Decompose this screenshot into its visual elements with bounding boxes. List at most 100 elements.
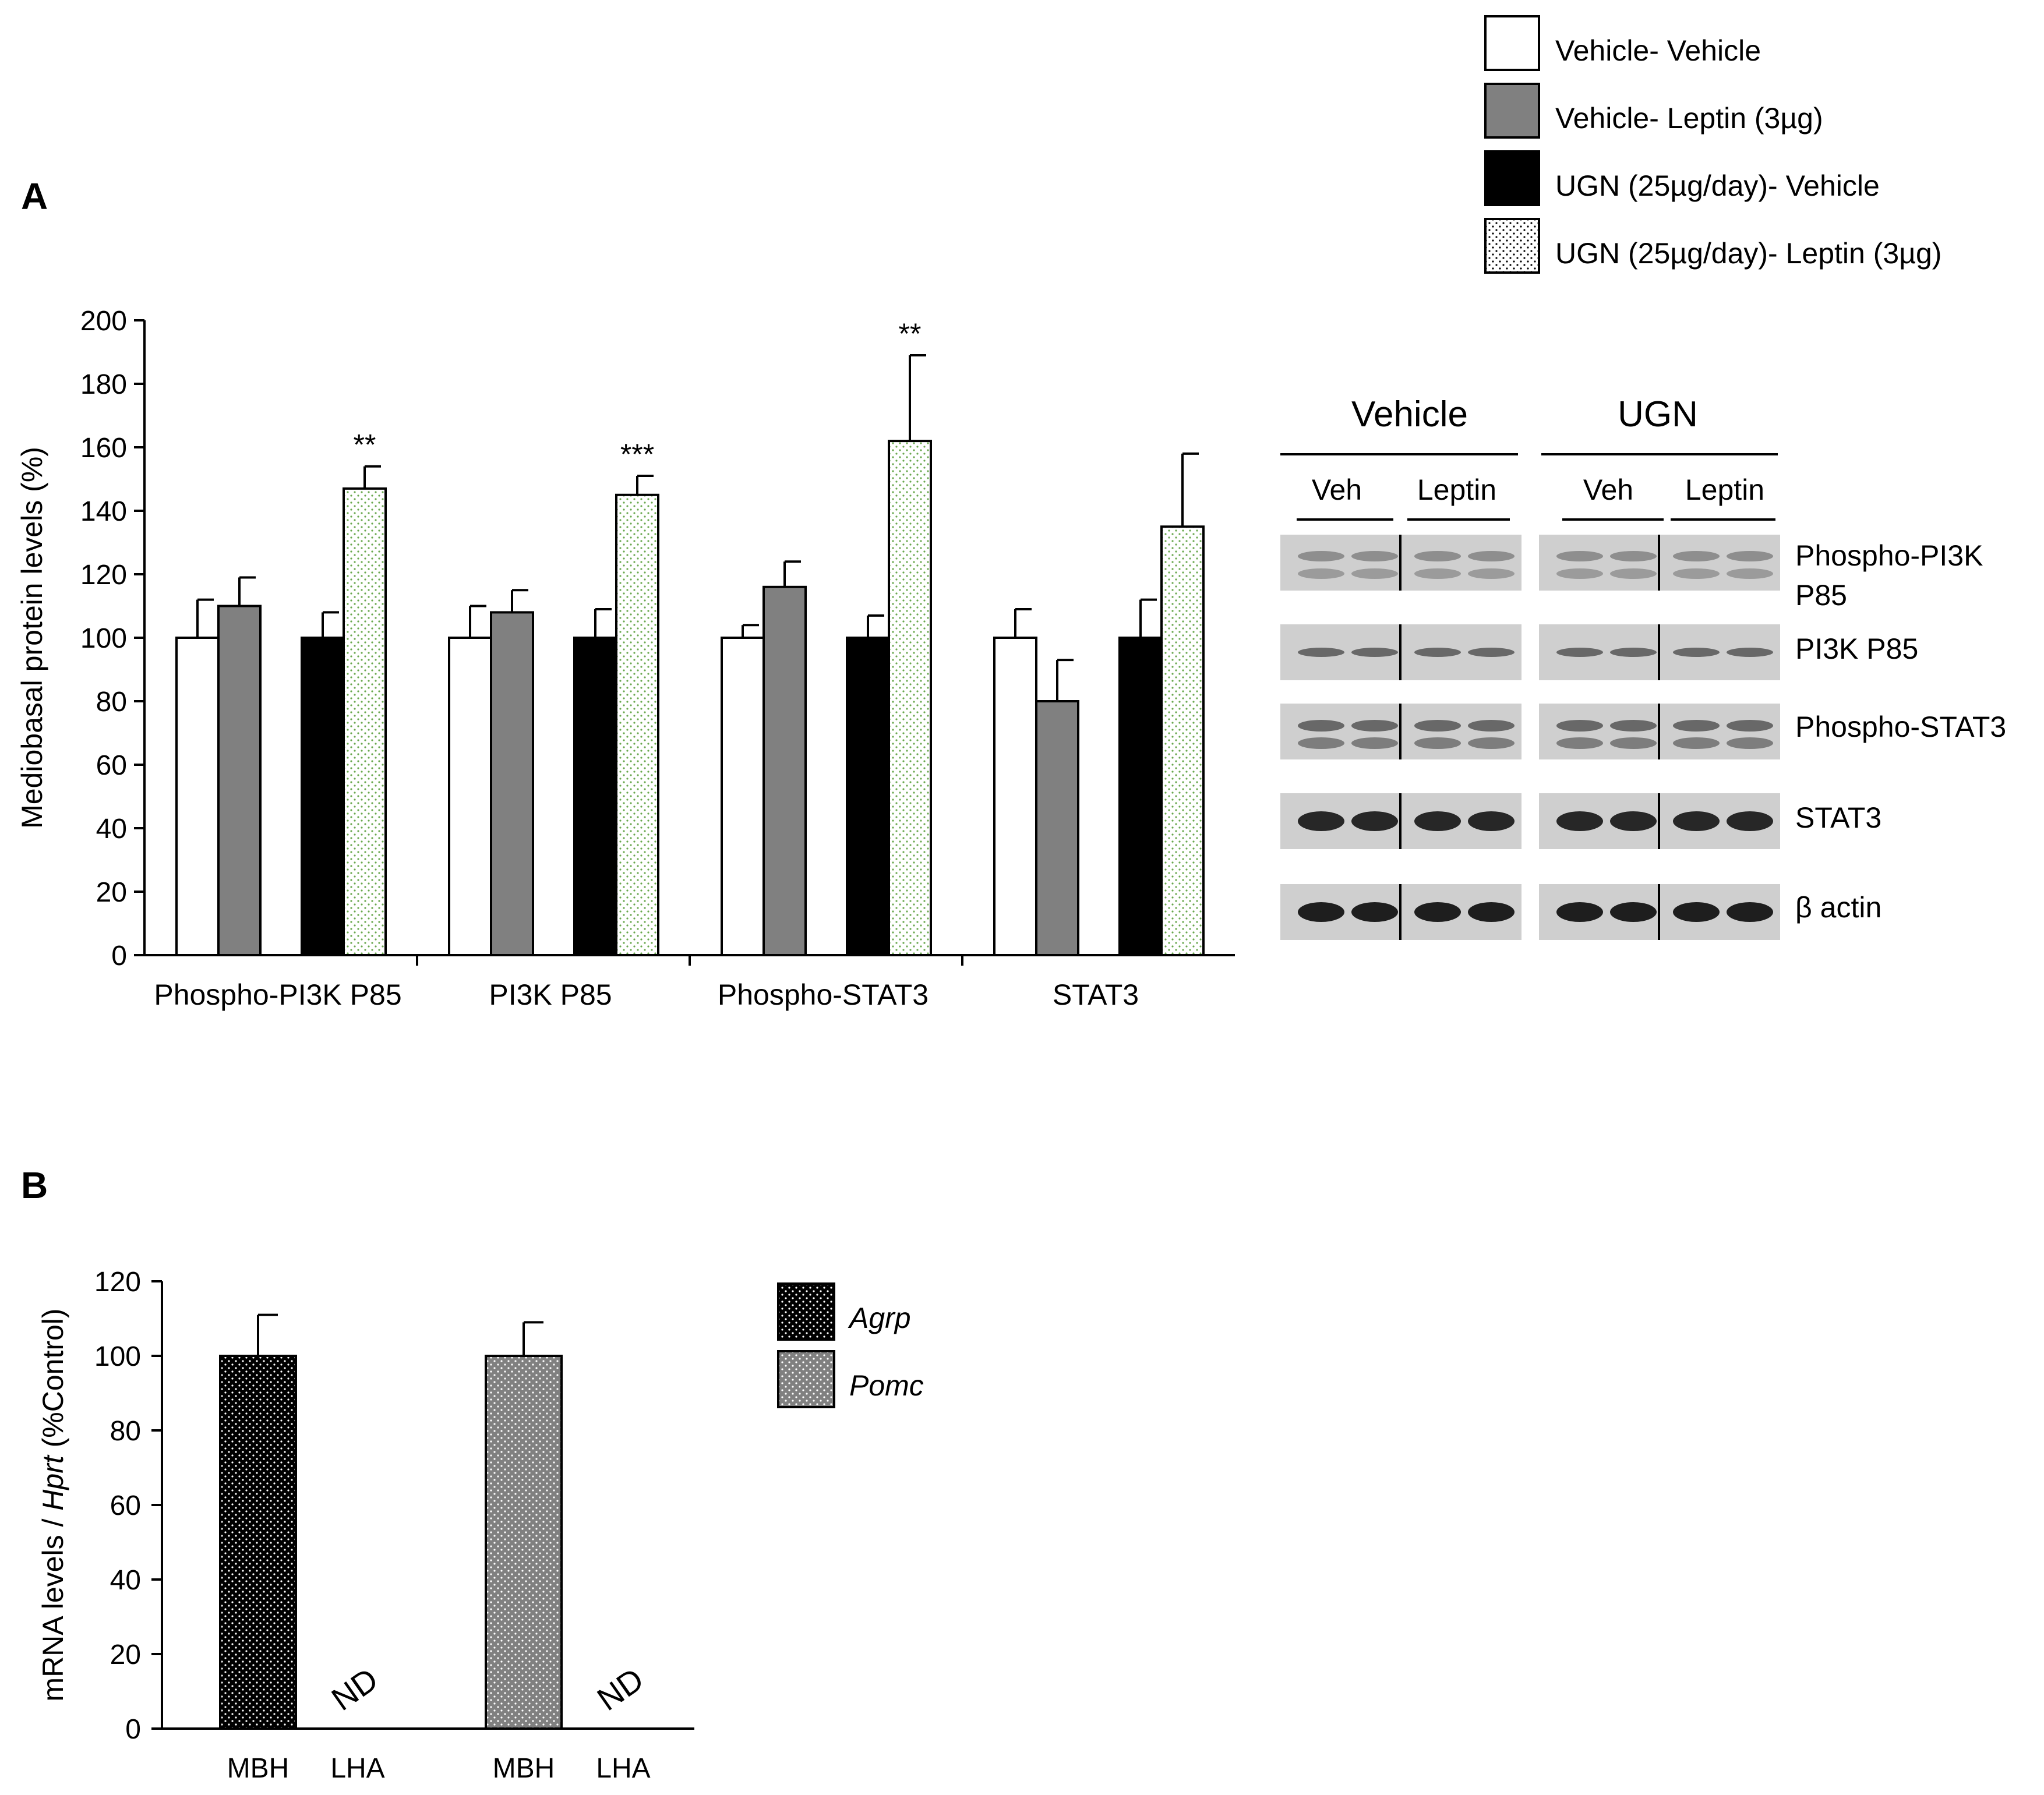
chart-b: 0 20 40 60 80 100 120 mRNA levels / Hprt (%Cont… (37, 1267, 694, 1784)
blot-band (1468, 648, 1515, 657)
blot-strip-row3-panel1 (1280, 704, 1521, 759)
legend-swatch-vehicle-vehicle (1484, 15, 1540, 71)
blot-band (1351, 737, 1398, 749)
y-tick-label-a-120: 120 (80, 560, 127, 591)
blot-line-veh-1 (1297, 518, 1393, 521)
x-tick-label-b-pomc-mbh: MBH (493, 1753, 555, 1784)
blot-lane-divider (1658, 793, 1660, 849)
legend-label-vehicle-leptin: Vehicle- Leptin (3µg) (1555, 102, 1823, 135)
blot-label-phospho-pi3k-line2: P85 (1795, 579, 1847, 612)
blot-band (1298, 811, 1344, 831)
x-tick-label-a-phospho-stat3: Phospho-STAT3 (718, 978, 929, 1011)
bar-a-phospho-stat3-ugn-25-g-day-vehicle (846, 637, 890, 956)
y-tick-label-b-40: 40 (110, 1565, 141, 1596)
blot-label-stat3: STAT3 (1795, 801, 1882, 834)
blot-strip-row5-panel2 (1539, 884, 1780, 940)
x-tick-label-a-stat3: STAT3 (1053, 978, 1139, 1011)
y-tick-label-b-100: 100 (94, 1341, 141, 1372)
blot-band (1556, 720, 1603, 732)
bar-a-phospho-stat3-ugn-25-g-day-leptin-3-g (888, 440, 932, 957)
bar-a-phospho-pi3k-p85-ugn-25-g-day-vehicle (301, 637, 345, 956)
blot-band (1673, 720, 1720, 732)
y-tick-label-b-20: 20 (110, 1639, 141, 1670)
bar-a-phospho-pi3k-p85-vehicle-vehicle (175, 637, 220, 956)
significance-a-phospho-pi3k-p85: ** (354, 429, 376, 461)
blot-band (1414, 568, 1461, 579)
blot-band (1414, 737, 1461, 749)
blot-band (1351, 568, 1398, 579)
blot-band (1556, 811, 1603, 831)
blot-strip-row2-panel1 (1280, 624, 1521, 680)
y-tick-label-a-0: 0 (111, 941, 127, 971)
y-tick-label-a-60: 60 (96, 750, 127, 781)
y-axis-label-b: mRNA levels / Hprt (%Control) (37, 1308, 69, 1701)
blot-label-beta-actin: β actin (1795, 891, 1882, 924)
bar-a-stat3-ugn-25-g-day-vehicle (1118, 637, 1163, 956)
blot-sub-leptin-1: Leptin (1417, 474, 1497, 506)
legend-label-agrp: Agrp (849, 1302, 911, 1334)
blot-band (1468, 568, 1515, 579)
chart-a: 0 20 40 60 80 100 120 140 160 180 200 Mediobasal pr… (16, 306, 1235, 1011)
blot-band (1351, 551, 1398, 561)
nd-label-b-agrp: ND (325, 1660, 384, 1718)
panel-a-label: A (21, 175, 48, 217)
significance-a-pi3k-p85: *** (620, 438, 654, 471)
legend-label-pomc: Pomc (849, 1369, 924, 1402)
blot-sub-leptin-2: Leptin (1685, 474, 1765, 506)
blot-band (1298, 720, 1344, 732)
blot-band (1727, 568, 1773, 579)
blot-band (1414, 551, 1461, 561)
blot-band (1610, 811, 1657, 831)
y-tick-label-a-100: 100 (80, 623, 127, 654)
blot-band (1673, 568, 1720, 579)
blot-label-phospho-pi3k: Phospho-PI3K (1795, 539, 1983, 572)
x-tick-label-a-phospho-pi3k-p85: Phospho-PI3K P85 (154, 978, 401, 1011)
blot-lane-divider (1399, 624, 1402, 680)
blot-band (1727, 648, 1773, 657)
legend-label-vehicle-vehicle: Vehicle- Vehicle (1555, 34, 1761, 67)
blot-band (1414, 902, 1461, 922)
bar-a-phospho-pi3k-p85-vehicle-leptin-3-g (217, 605, 262, 956)
bar-b-pomc-mbh (485, 1355, 563, 1730)
blot-band (1414, 720, 1461, 732)
blot-lane-divider (1658, 624, 1660, 680)
y-tick-label-b-120: 120 (94, 1267, 141, 1298)
blot-strip-row3-panel2 (1539, 704, 1780, 759)
bar-a-stat3-vehicle-leptin-3-g (1035, 700, 1079, 956)
blot-group-ugn: UGN (1618, 394, 1698, 434)
bar-a-phospho-pi3k-p85-ugn-25-g-day-leptin-3-g (343, 487, 387, 957)
blot-band (1468, 551, 1515, 561)
blot-line-leptin-2 (1671, 518, 1775, 521)
blot-band (1468, 720, 1515, 732)
blot-band (1556, 902, 1603, 922)
blot-lane-divider (1399, 884, 1402, 940)
legend-swatch-vehicle-leptin (1484, 83, 1540, 139)
blot-label-pi3k: PI3K P85 (1795, 633, 1919, 665)
blot-band (1727, 737, 1773, 749)
y-tick-label-a-200: 200 (80, 306, 127, 337)
x-tick-label-b-agrp-mbh: MBH (227, 1753, 290, 1784)
bar-a-pi3k-p85-ugn-25-g-day-leptin-3-g (615, 493, 659, 956)
blot-band (1298, 902, 1344, 922)
legend-label-ugn-leptin: UGN (25µg/day)- Leptin (3µg) (1555, 237, 1942, 270)
blot-lane-divider (1658, 535, 1660, 591)
x-tick-label-a-pi3k-p85: PI3K P85 (489, 978, 612, 1011)
y-tick-label-a-160: 160 (80, 433, 127, 464)
bar-a-phospho-stat3-vehicle-leptin-3-g (762, 585, 807, 956)
blot-lane-divider (1399, 793, 1402, 849)
blot-strip-row4-panel1 (1280, 793, 1521, 849)
bar-a-phospho-stat3-vehicle-vehicle (721, 637, 765, 956)
blot-band (1414, 648, 1461, 657)
y-tick-label-a-40: 40 (96, 814, 127, 845)
blot-band (1298, 737, 1344, 749)
blot-group-vehicle: Vehicle (1351, 394, 1468, 434)
blot-band (1468, 811, 1515, 831)
blot-line-veh-2 (1562, 518, 1664, 521)
blot-band (1298, 568, 1344, 579)
blot-band (1610, 902, 1657, 922)
nd-label-b-pomc: ND (591, 1660, 650, 1718)
blot-lane-divider (1658, 704, 1660, 759)
legend-label-ugn-vehicle: UGN (25µg/day)- Vehicle (1555, 169, 1880, 202)
legend-swatch-ugn-vehicle (1484, 150, 1540, 206)
y-tick-label-a-80: 80 (96, 687, 127, 718)
